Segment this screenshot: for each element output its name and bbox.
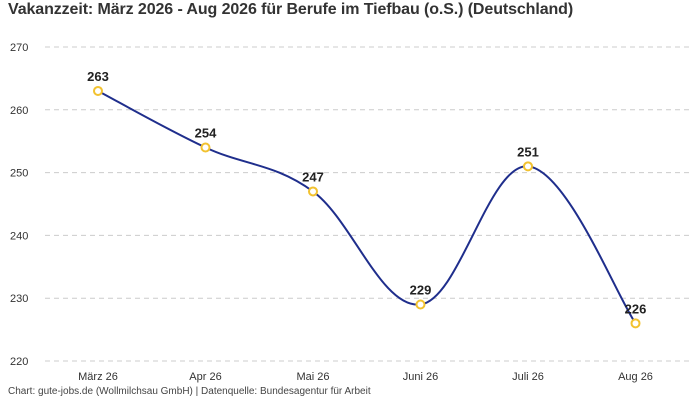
data-label: 226	[625, 301, 647, 316]
y-tick-label: 270	[10, 42, 28, 54]
x-tick-label: Apr 26	[189, 371, 221, 383]
x-tick-label: Juli 26	[512, 371, 544, 383]
data-label: 247	[302, 169, 324, 184]
y-tick-label: 260	[10, 105, 28, 117]
x-tick-label: Mai 26	[296, 371, 329, 383]
data-point	[523, 161, 533, 172]
y-tick-label: 230	[10, 293, 28, 305]
chart-footer: Chart: gute-jobs.de (Wollmilchsau GmbH) …	[8, 386, 371, 397]
x-tick-label: Aug 26	[618, 371, 653, 383]
chart-title: Vakanzzeit: März 2026 - Aug 2026 für Ber…	[8, 1, 574, 18]
data-point	[200, 142, 211, 153]
x-tick-label: März 26	[78, 371, 118, 383]
data-point	[308, 186, 318, 197]
data-point	[630, 318, 641, 329]
y-tick-label: 250	[10, 168, 28, 180]
data-label: 254	[195, 125, 217, 140]
data-point	[93, 85, 103, 96]
y-tick-label: 220	[10, 356, 28, 368]
x-tick-label: Juni 26	[403, 371, 438, 383]
data-label: 251	[517, 144, 539, 159]
data-point	[415, 299, 426, 310]
data-label: 229	[410, 282, 432, 297]
data-label: 263	[87, 69, 109, 84]
series-line	[97, 90, 637, 324]
y-tick-label: 240	[10, 230, 28, 242]
